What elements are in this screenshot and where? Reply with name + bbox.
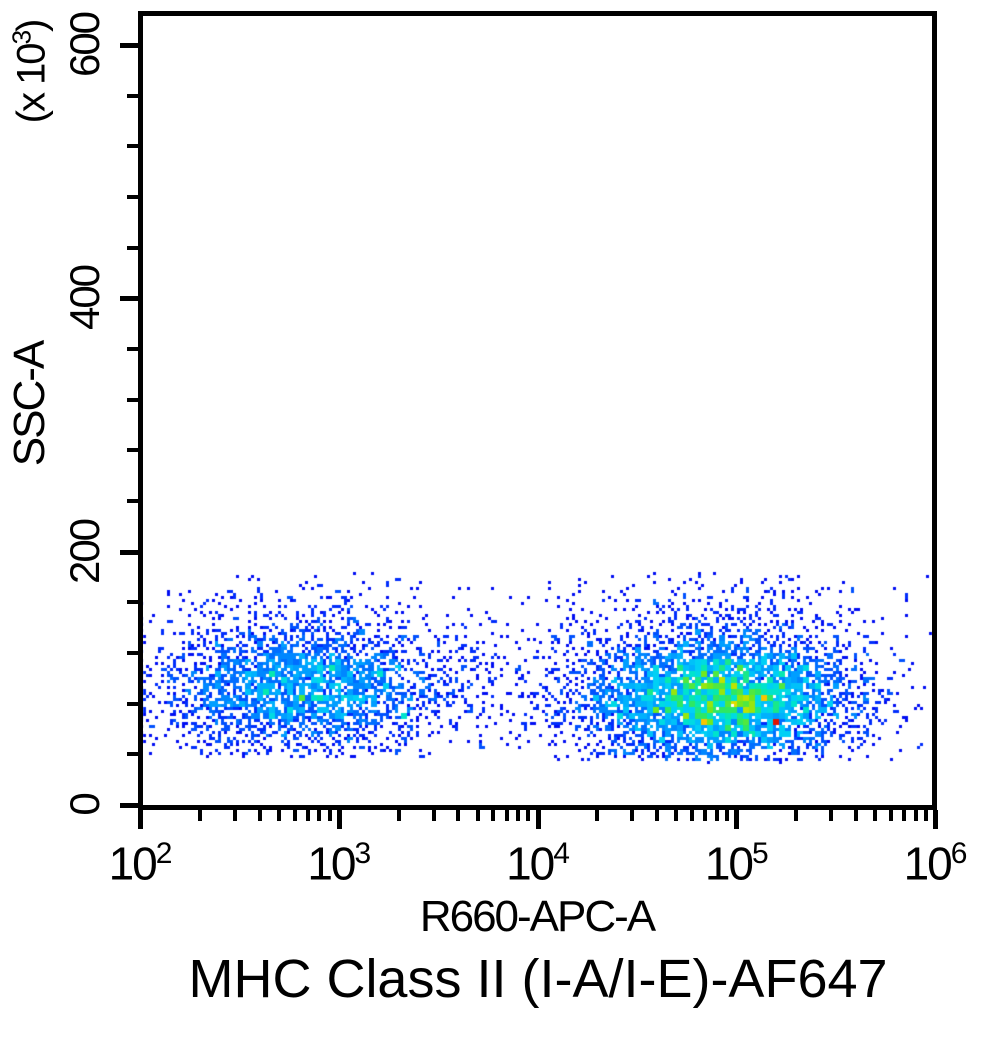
x-minor-tick <box>725 810 730 821</box>
x-minor-tick <box>276 810 281 821</box>
x-minor-tick <box>317 810 322 821</box>
x-minor-tick <box>595 810 600 821</box>
y-minor-tick <box>127 752 139 757</box>
x-tick-exponent: 3 <box>354 837 371 870</box>
x-tick-exponent: 6 <box>950 837 968 870</box>
x-minor-tick <box>396 810 401 821</box>
y-tick-label: 0 <box>61 794 108 816</box>
y-unit-suffix: ) <box>9 20 54 32</box>
x-major-tick <box>535 810 541 829</box>
x-major-tick <box>933 810 938 829</box>
y-minor-tick <box>127 448 139 453</box>
x-minor-tick <box>655 810 660 821</box>
x-minor-tick <box>853 810 858 821</box>
x-major-tick <box>138 810 143 829</box>
x-minor-tick <box>714 810 719 821</box>
y-tick-label: 600 <box>61 12 108 78</box>
x-tick-label: 104 <box>506 837 570 890</box>
y-axis-unit-label: (x 103) <box>6 20 54 124</box>
y-minor-tick <box>127 245 139 250</box>
y-minor-tick <box>127 701 139 706</box>
figure-caption: MHC Class II (I-A/I-E)-AF647 <box>188 949 888 1009</box>
x-minor-tick <box>475 810 480 821</box>
x-minor-tick <box>526 810 531 821</box>
x-minor-tick <box>491 810 496 821</box>
x-minor-tick <box>690 810 695 821</box>
x-tick-base: 10 <box>307 837 356 890</box>
x-minor-tick <box>504 810 509 821</box>
x-minor-tick <box>888 810 893 821</box>
y-minor-tick <box>127 93 139 98</box>
y-minor-tick <box>127 397 139 402</box>
x-minor-tick <box>902 810 907 821</box>
x-tick-exponent: 4 <box>553 837 570 870</box>
x-minor-tick <box>913 810 918 821</box>
x-major-tick <box>336 810 342 829</box>
plot-frame <box>138 11 937 810</box>
y-minor-tick <box>127 651 139 655</box>
x-minor-tick <box>197 810 202 821</box>
x-minor-tick <box>456 810 461 821</box>
y-tick-label: 200 <box>61 519 108 584</box>
x-minor-tick <box>232 810 237 821</box>
y-minor-tick <box>127 195 139 199</box>
y-tick-label: 400 <box>61 266 108 331</box>
x-minor-tick <box>257 810 262 821</box>
x-minor-tick <box>516 810 521 821</box>
x-tick-label: 102 <box>108 837 173 890</box>
x-tick-base: 10 <box>506 837 555 890</box>
y-major-tick <box>120 43 139 48</box>
y-major-tick <box>120 803 139 808</box>
x-tick-exponent: 2 <box>155 837 173 870</box>
y-major-tick <box>120 296 139 302</box>
x-tick-base: 10 <box>704 837 754 890</box>
y-minor-tick <box>127 499 139 503</box>
y-minor-tick <box>127 347 139 351</box>
x-minor-tick <box>873 810 878 821</box>
x-minor-tick <box>674 810 679 821</box>
x-minor-tick <box>292 810 297 821</box>
x-tick-label: 105 <box>704 837 769 890</box>
y-axis-title: SSC-A <box>5 341 54 467</box>
x-minor-tick <box>829 810 834 821</box>
x-minor-tick <box>794 810 799 821</box>
y-minor-tick <box>127 144 139 149</box>
x-tick-base: 10 <box>903 837 953 890</box>
x-minor-tick <box>305 810 310 821</box>
y-unit-prefix: (x 10 <box>9 44 54 124</box>
x-tick-exponent: 5 <box>751 837 769 870</box>
x-axis-title: R660-APC-A <box>419 892 656 941</box>
y-unit-exponent: 3 <box>6 31 37 45</box>
y-minor-tick <box>127 600 139 605</box>
x-minor-tick <box>630 810 635 821</box>
x-tick-label: 103 <box>307 837 371 890</box>
y-major-tick <box>120 549 139 555</box>
x-tick-base: 10 <box>108 837 158 890</box>
x-minor-tick <box>431 810 436 821</box>
x-major-tick <box>734 810 740 829</box>
x-minor-tick <box>703 810 708 821</box>
x-minor-tick <box>923 810 928 821</box>
x-minor-tick <box>327 810 332 821</box>
x-tick-label: 106 <box>903 837 968 890</box>
